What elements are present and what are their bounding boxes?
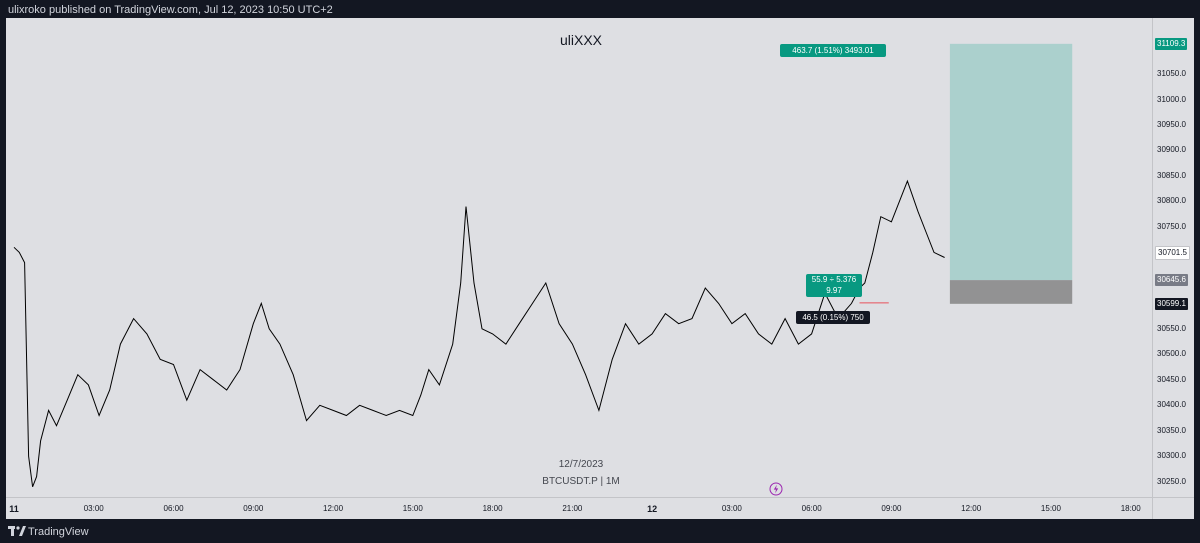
lightning-icon[interactable] — [769, 482, 783, 496]
price-tick: 30750.0 — [1157, 221, 1186, 231]
price-tick: 30450.0 — [1157, 374, 1186, 384]
publish-header: ulixroko published on TradingView.com, J… — [0, 0, 1200, 20]
entry-price-label: 30645.6 — [1155, 274, 1188, 287]
time-tick: 18:00 — [482, 504, 503, 513]
chart-title: uliXXX — [559, 32, 603, 48]
price-tick: 30900.0 — [1157, 145, 1186, 155]
time-tick: 03:00 — [721, 504, 742, 513]
price-tick: 30800.0 — [1157, 196, 1186, 206]
time-tick: 15:00 — [402, 504, 423, 513]
position-info-line1: 55.9 ÷ 5.376 — [811, 275, 857, 284]
time-tick: 06:00 — [801, 504, 822, 513]
watermark-date: 12/7/2023 — [558, 459, 604, 470]
stop-label[interactable]: 46.5 (0.15%) 750 — [796, 311, 870, 324]
price-chart-svg[interactable] — [6, 18, 1152, 497]
price-tick: 30950.0 — [1157, 120, 1186, 129]
time-tick: 18:00 — [1120, 504, 1141, 513]
price-tick: 30400.0 — [1157, 400, 1186, 410]
footer-bar: TradingView — [0, 519, 1200, 543]
time-tick: 09:00 — [243, 504, 264, 513]
price-tick: 31050.0 — [1157, 69, 1186, 79]
price-tick: 30850.0 — [1157, 170, 1186, 180]
price-axis[interactable]: 30250.0 30300.0 30350.0 30400.0 30450.0 30500… — [1152, 18, 1195, 497]
target-label[interactable]: 463.7 (1.51%) 3493.01 — [780, 44, 886, 57]
price-tick: 31000.0 — [1157, 94, 1186, 104]
watermark-symbol: BTCUSDT.P | 1M — [542, 476, 620, 487]
time-tick: 11 — [9, 504, 19, 514]
loss-zone[interactable] — [949, 280, 1073, 304]
target-price-label: 31109.3 — [1155, 37, 1188, 50]
position-info-label[interactable]: 55.9 ÷ 5.376 9.97 — [806, 274, 862, 297]
last-price-label: 30701.5 — [1155, 245, 1190, 260]
axis-corner — [1152, 497, 1195, 520]
stop-price-label: 30599.1 — [1155, 297, 1188, 310]
footer-brand: TradingView — [28, 526, 89, 538]
position-info-line2: 9.97 — [826, 286, 842, 295]
price-tick: 30550.0 — [1157, 323, 1186, 333]
time-tick: 12:00 — [961, 504, 982, 513]
tradingview-logo-icon — [8, 526, 26, 536]
time-tick: 03:00 — [83, 504, 104, 513]
price-tick: 30500.0 — [1157, 349, 1186, 359]
price-tick: 30250.0 — [1157, 476, 1186, 486]
price-series-line — [13, 179, 945, 487]
price-tick: 30300.0 — [1157, 451, 1186, 461]
time-tick: 09:00 — [881, 504, 902, 513]
price-tick: 30350.0 — [1157, 425, 1186, 435]
time-axis[interactable]: 11 03:00 06:00 09:00 12:00 15:00 18:00 21:00 12 0… — [6, 497, 1152, 520]
published-text: ulixroko published on TradingView.com, J… — [8, 4, 333, 16]
time-tick: 15:00 — [1040, 504, 1061, 513]
time-tick: 12:00 — [323, 504, 344, 513]
right-edge — [1194, 18, 1200, 519]
time-tick: 12 — [647, 504, 658, 514]
profit-zone[interactable] — [949, 43, 1073, 281]
time-tick: 21:00 — [562, 504, 583, 513]
time-tick: 06:00 — [163, 504, 184, 513]
chart-plot-area[interactable]: uliXXX 12/7/2023 BTCUSDT.P | 1M 463.7 (1… — [6, 18, 1152, 497]
